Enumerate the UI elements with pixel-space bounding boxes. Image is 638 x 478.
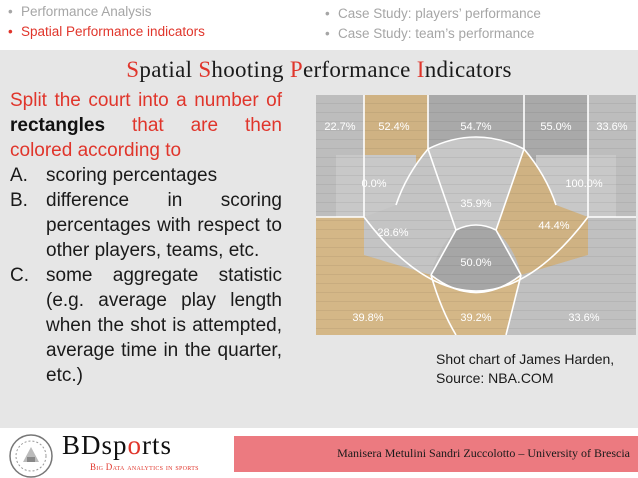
title-rest-2: hooting [211, 57, 290, 82]
title-cap-1: S [126, 57, 140, 82]
intro-before: Split the court into a number of [10, 90, 282, 111]
title-rest-1: patial [139, 57, 199, 82]
title-cap-3: P [289, 57, 303, 82]
zone-label-55-0: 55.0% [540, 121, 571, 133]
title-cap-4: I [416, 57, 425, 82]
footer-bar [234, 436, 638, 472]
nav-item-players-case-study[interactable]: Case Study: players’ performance [325, 4, 541, 24]
zone-label-28-6: 28.6% [377, 227, 408, 239]
nav-item-spatial-indicators[interactable]: Spatial Performance indicators [8, 22, 205, 42]
list-item: C. some aggregate statistic (e.g. averag… [10, 263, 282, 388]
zone-label-52-4: 52.4% [378, 121, 409, 133]
list-item: B. difference in scoring percentages wit… [10, 188, 282, 263]
zone-label-22-7: 22.7% [324, 121, 355, 133]
list-marker: A. [10, 165, 28, 186]
caption-line-1: Shot chart of James Harden, [436, 351, 615, 367]
list-marker: C. [10, 265, 29, 286]
footer-authors: Manisera Metulini Sandri Zuccolotto – Un… [337, 446, 630, 460]
intro-bold: rectangles [10, 115, 106, 136]
nav-right: Case Study: players’ performance Case St… [325, 4, 541, 44]
brand-logo: BDsports Big Data analytics in sports [62, 430, 199, 472]
chart-caption: Shot chart of James Harden, Source: NBA.… [436, 350, 614, 388]
intro-text: Split the court into a number of rectang… [10, 88, 282, 163]
wood-texture [316, 95, 636, 335]
zone-label-100-0: 100.0% [565, 178, 603, 190]
intro-after: that are then colored according to [10, 115, 282, 161]
title-cap-2: S [198, 57, 212, 82]
zone-label-39-8: 39.8% [352, 312, 383, 324]
zone-label-35-9: 35.9% [460, 198, 491, 210]
list-text: some aggregate statistic (e.g. average p… [46, 265, 282, 386]
zone-label-33-6-top: 33.6% [596, 121, 627, 133]
zone-label-54-7: 54.7% [460, 121, 491, 133]
slide-title: Spatial Shooting Performance Indicators [0, 57, 638, 83]
nav-item-teams-case-study[interactable]: Case Study: team’s performance [325, 24, 541, 44]
list-text: difference in scoring percentages with r… [46, 190, 282, 261]
caption-line-2: Source: NBA.COM [436, 370, 554, 386]
zone-label-0-0: 0.0% [361, 178, 386, 190]
brand-part-2: o [127, 430, 143, 460]
zone-label-44-4: 44.4% [538, 220, 569, 232]
list-marker: B. [10, 190, 28, 211]
zone-label-33-6-bottom: 33.6% [568, 312, 599, 324]
list-text: scoring percentages [46, 165, 218, 186]
nav-item-performance-analysis[interactable]: Performance Analysis [8, 2, 205, 22]
brand-part-3: rts [142, 430, 173, 460]
nav-left: Performance Analysis Spatial Performance… [8, 2, 205, 42]
method-list: A. scoring percentages B. difference in … [10, 163, 282, 388]
university-seal-icon [9, 434, 53, 478]
brand-name: BDsports [62, 430, 199, 460]
zone-label-50-0: 50.0% [460, 257, 491, 269]
brand-part-1: BDsp [62, 430, 128, 460]
list-item: A. scoring percentages [10, 163, 282, 188]
title-rest-4: ndicators [424, 57, 512, 82]
title-rest-3: erformance [302, 57, 417, 82]
shot-chart: 22.7% 52.4% 54.7% 55.0% 33.6% 0.0% 100.0… [316, 95, 636, 335]
court-lines [316, 95, 636, 335]
zone-label-39-2: 39.2% [460, 312, 491, 324]
brand-tagline: Big Data analytics in sports [90, 462, 199, 472]
